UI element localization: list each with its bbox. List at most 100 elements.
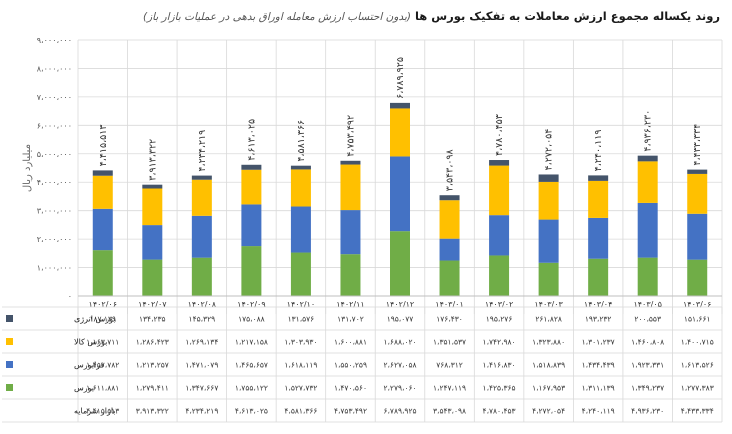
- x-tick-label: ۱۴۰۲/۰۹: [237, 300, 265, 309]
- table-cell-value: ۱،۵۲۷،۷۳۲: [284, 384, 317, 393]
- bar-total-label: ۴،۴۱۵،۵۱۳: [98, 125, 109, 167]
- legend-label: بورس: [74, 384, 94, 393]
- table-cell-value: ۱۵۱،۶۶۱: [684, 315, 711, 324]
- bar-segment-bourse: [191, 257, 212, 296]
- table-cell-value: ۱،۵۵۰،۲۵۹: [334, 361, 367, 370]
- bar-segment-kala: [489, 165, 510, 216]
- table-cell-value: ۴،۲۷۲،۰۵۴: [532, 407, 565, 416]
- table-cell-value: ۱،۱۶۷،۹۵۳: [532, 384, 565, 393]
- table-cell-value: ۱۳۱،۵۷۶: [288, 315, 315, 324]
- table-cell-value: ۱،۲۸۶،۴۲۳: [136, 338, 169, 347]
- table-cell-value: ۱،۴۶۰،۸۰۸: [631, 338, 664, 347]
- y-tick-label: ۴،۰۰۰،۰۰۰: [37, 178, 72, 187]
- bar-segment-farabourse: [92, 208, 113, 251]
- bar-segment-farabourse: [290, 206, 311, 253]
- legend-swatch-kala: [6, 338, 13, 345]
- table-cell-value: ۱۴۵،۳۲۹: [189, 315, 216, 324]
- bar-segment-energy: [241, 164, 262, 170]
- bar-total-label: ۴،۹۳۶،۲۳۰: [643, 110, 654, 152]
- bar-segment-farabourse: [191, 215, 212, 258]
- table-cell-value: ۴،۴۳۳،۳۳۴: [681, 407, 714, 416]
- y-tick-label: ۹،۰۰۰،۰۰۰: [37, 36, 72, 45]
- y-tick-label: ۸،۰۰۰،۰۰۰: [37, 64, 72, 73]
- legend-swatch-bourse: [6, 384, 13, 391]
- table-cell-value: ۱،۷۴۲،۹۸۰: [483, 338, 516, 347]
- table-cell-value: ۱،۴۳۴،۴۳۹: [582, 361, 615, 370]
- x-tick-label: ۱۴۰۳/۰۶: [683, 300, 711, 309]
- x-tick-label: ۱۴۰۲/۱۲: [386, 300, 414, 309]
- table-cell-value: ۱،۶۸۸،۰۲۰: [383, 338, 416, 347]
- legend-swatch-farabourse: [6, 361, 13, 368]
- bar-segment-bourse: [588, 258, 609, 296]
- bar-segment-energy: [637, 155, 658, 162]
- table-cell-value: ۲،۶۲۷،۰۵۸: [383, 361, 416, 370]
- table-cell-value: ۲،۲۷۹،۰۶۰: [383, 384, 416, 393]
- table-cell-value: ۱۷۶،۴۳۰: [436, 315, 463, 324]
- bar-segment-kala: [439, 200, 460, 239]
- bar-segment-energy: [290, 165, 311, 170]
- bar-total-label: ۴،۲۷۲،۰۵۴: [544, 129, 555, 171]
- table-cell-value: ۱۳۴،۲۳۵: [139, 315, 166, 324]
- table-cell-value: ۱،۲۷۷،۳۸۳: [681, 384, 714, 393]
- x-tick-label: ۱۴۰۲/۱۱: [336, 300, 364, 309]
- x-tick-label: ۱۴۰۲/۰۶: [89, 300, 117, 309]
- bar-total-label: ۴،۷۸۰،۴۵۳: [494, 114, 505, 156]
- bar-segment-energy: [489, 160, 510, 166]
- table-cell-value: ۱،۵۱۸،۸۳۹: [532, 361, 565, 370]
- bar-segment-energy: [588, 175, 609, 181]
- bar-segment-bourse: [241, 246, 262, 296]
- bar-segment-bourse: [92, 250, 113, 296]
- table-cell-value: ۴،۷۸۰،۴۵۳: [483, 407, 516, 416]
- table-cell-value: ۱،۳۱۱،۱۳۹: [582, 384, 615, 393]
- bar-segment-kala: [191, 179, 212, 216]
- bar-segment-farabourse: [340, 210, 361, 255]
- bar-segment-farabourse: [489, 215, 510, 256]
- legend-label: بورس انرژی: [74, 315, 116, 324]
- table-cell-value: ۱،۴۷۰،۵۶۰: [334, 384, 367, 393]
- bar-total-label: ۴،۶۱۳،۰۲۵: [246, 119, 257, 161]
- bar-segment-kala: [687, 173, 708, 214]
- bar-total-label: ۴،۲۳۴،۲۱۹: [197, 130, 208, 172]
- bar-segment-energy: [687, 169, 708, 174]
- table-cell-value: ۲۶۱،۸۲۸: [535, 315, 562, 324]
- bar-segment-kala: [637, 161, 658, 203]
- table-cell-value: ۱۳۱،۷۰۲: [337, 315, 364, 324]
- x-tick-label: ۱۴۰۲/۰۸: [188, 300, 217, 309]
- table-cell-value: ۱،۴۰۰،۷۱۵: [681, 338, 714, 347]
- y-tick-label: ۳،۰۰۰،۰۰۰: [37, 207, 72, 216]
- table-cell-value: ۱،۳۴۹،۲۳۷: [631, 384, 664, 393]
- table-cell-value: ۱۹۳،۲۳۲: [585, 315, 612, 324]
- table-cell-value: ۱۸۷،۱۳۹: [89, 315, 116, 324]
- bar-segment-bourse: [340, 254, 361, 296]
- table-cell-value: ۲۰۰،۵۵۳: [634, 315, 661, 324]
- bar-segment-farabourse: [142, 225, 163, 260]
- bar-segment-kala: [390, 108, 410, 157]
- table-cell-value: ۷۶۸،۳۱۲: [436, 361, 463, 370]
- y-tick-label: ۰: [68, 292, 72, 301]
- y-tick-label: ۷،۰۰۰،۰۰۰: [37, 93, 72, 102]
- bar-segment-bourse: [687, 259, 708, 296]
- table-cell-value: ۴،۵۸۱،۳۶۶: [284, 407, 317, 416]
- table-cell-value: ۴،۲۳۴،۲۱۹: [185, 407, 218, 416]
- table-cell-value: ۴،۹۳۶،۲۳۰: [631, 407, 664, 416]
- table-cell-value: ۱،۲۶۹،۱۳۴: [185, 338, 218, 347]
- bar-segment-bourse: [538, 262, 559, 296]
- chart-title-main: روند یکساله مجموع ارزش معاملات به تفکیک …: [414, 9, 720, 23]
- table-cell-value: ۱۹۵،۲۷۶: [486, 315, 513, 324]
- bar-segment-bourse: [489, 255, 510, 296]
- bar-total-label: ۶،۷۸۹،۹۲۵: [395, 57, 406, 99]
- table-cell-value: ۱،۲۱۷،۱۵۸: [235, 338, 268, 347]
- x-tick-label: ۱۴۰۲/۱۰: [287, 300, 315, 309]
- table-cell-value: ۱،۳۵۱،۵۳۷: [433, 338, 466, 347]
- table-cell-value: ۱،۷۵۵،۱۲۲: [235, 384, 268, 393]
- bar-total-label: ۳،۵۴۳،۰۹۸: [445, 149, 456, 191]
- table-cell-value: ۱،۱۶۳،۷۱۱: [86, 338, 119, 347]
- bar-segment-energy: [92, 170, 113, 176]
- table-cell-value: ۱،۴۶۵،۶۵۷: [235, 361, 268, 370]
- table-cell-value: ۱،۳۰۱،۲۳۷: [582, 338, 615, 347]
- table-cell-value: ۱،۴۲۵،۳۶۵: [483, 384, 516, 393]
- bar-segment-kala: [142, 188, 163, 226]
- bar-segment-farabourse: [588, 217, 609, 259]
- bar-segment-energy: [340, 160, 361, 165]
